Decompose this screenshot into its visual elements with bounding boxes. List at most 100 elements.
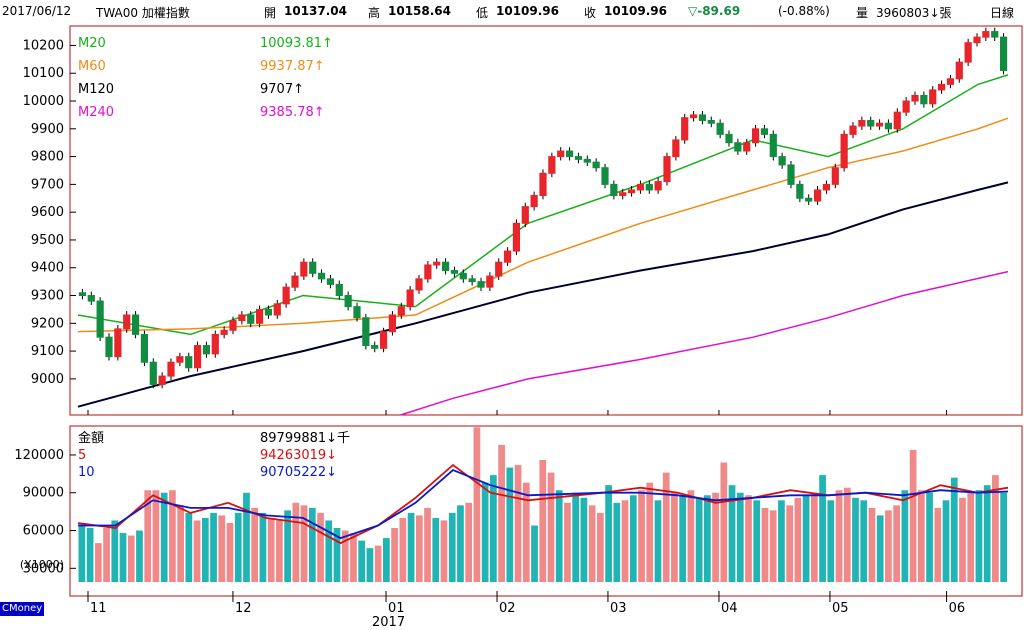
brand-logo: CMoney [0,602,45,616]
turnover-bar [300,505,308,582]
candle-body [929,89,937,105]
price-tick-label: 10000 [23,94,64,109]
candle-body [371,345,379,349]
candle-body [149,361,157,385]
turnover-bar [94,543,102,582]
price-tick-label: 10100 [23,66,64,81]
candle-body [424,264,432,280]
candle-body [911,94,919,102]
candle-body [530,194,538,208]
candle-body [78,292,87,297]
candle-body [114,328,122,358]
turnover-bar [992,475,999,582]
turnover-bar [555,490,563,582]
turnover-bar [835,490,843,582]
candle-body [291,275,299,288]
turnover-bar [210,512,217,582]
turnover-bar [226,522,234,582]
low-label: 低 [476,6,489,20]
turnover-tick-label: 120000 [14,448,64,463]
candle-body [309,261,317,274]
candle-body [238,314,246,322]
month-tick-label: 12 [235,601,252,616]
candle-body [645,183,653,191]
turnover-bar [498,444,505,582]
candle-body [557,150,565,158]
turnover-bar [169,490,176,582]
candle-body [539,172,547,196]
turnover-bar [457,505,464,582]
month-tick-label: 04 [721,601,738,616]
quote-date: 2017/06/12 [2,4,72,18]
turnover-bar [267,517,275,582]
turnover-bar [366,548,374,582]
turnover-bar [786,505,794,582]
candle-body [521,206,529,224]
candle-body [264,308,273,316]
turnover-bar [769,510,777,582]
turnover-bar [572,492,580,582]
candle-body [96,300,104,338]
candle-body [105,336,113,358]
turnover-bar [284,510,291,582]
change-percent: (-0.88%) [778,4,830,18]
turnover-bar [638,490,645,582]
turnover-bar [605,485,612,582]
close-label: 收 [584,6,597,20]
candle-body [229,320,237,331]
candle-body [796,183,804,199]
turnover-bar [934,507,942,582]
turnover-bar [177,505,184,582]
legend-m20-value: 10093.81↑ [260,36,333,51]
ma-line-m20 [77,74,1009,336]
turnover-bar [440,520,448,582]
turnover-bar [728,485,736,582]
price-tick-label: 9400 [31,261,64,276]
turnover-bar [876,515,884,582]
candle-body [450,270,459,274]
turnover-bar [564,502,571,582]
candle-body [123,314,131,330]
candle-body [273,303,281,316]
turnover-bar [424,507,431,582]
turnover-bar [374,545,382,582]
candle-body [433,261,441,266]
turnover-bar [745,495,752,582]
turnover-bar [259,512,267,582]
turnover-legend-value: 94263019↓ [260,448,337,463]
turnover-bar [383,538,390,582]
turnover-legend-name: 10 [78,465,95,480]
candle-body [477,281,485,288]
turnover-bar [103,528,110,582]
candle-body [459,272,467,280]
candle-body [636,183,645,191]
candle-body [131,314,140,335]
year-label: 2017 [372,615,405,630]
candle-body [87,295,95,302]
candle-body [397,306,405,316]
turnover-bar [251,507,259,582]
candle-body [743,142,751,152]
candle-body [654,181,662,191]
turnover-bar [662,472,670,582]
turnover-bar [794,497,802,582]
turnover-bar [596,512,604,582]
turnover-bar [78,524,86,582]
period-label[interactable]: 日線 [990,6,1015,20]
legend-m120-value: 9707↑ [260,82,304,97]
candle-body [379,331,388,349]
turnover-tick-label: 90000 [23,486,64,501]
turnover-bar [160,492,168,582]
candle-body [185,356,193,369]
change-value: ▽-89.69 [688,4,741,18]
month-tick-label: 06 [949,601,966,616]
candle-body [592,161,600,169]
turnover-bar [654,500,662,582]
candle-body [689,114,698,119]
turnover-panel-frame [69,425,1023,597]
turnover-bar [885,510,892,582]
candle-body [167,361,175,377]
turnover-bar [703,495,711,582]
candle-body [202,345,211,355]
